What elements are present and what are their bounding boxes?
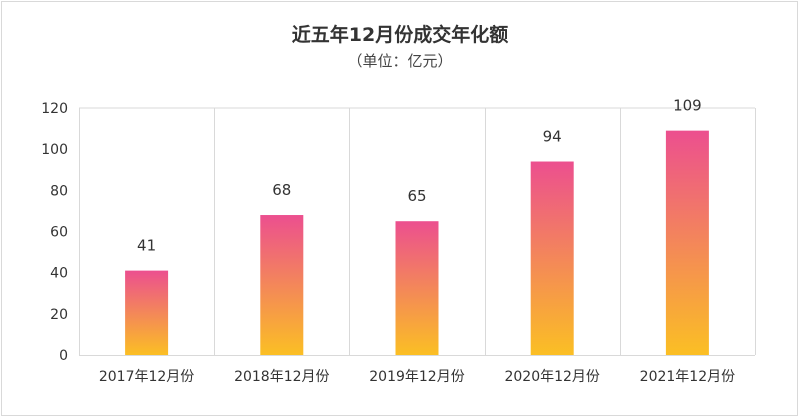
chart-subtitle: （单位：亿元）: [347, 52, 453, 70]
bar: [530, 161, 574, 355]
y-tick-label: 100: [41, 142, 68, 158]
data-label: 68: [272, 181, 291, 199]
x-category-label: 2020年12月份: [504, 369, 599, 385]
x-category-label: 2019年12月份: [369, 369, 464, 385]
y-tick-label: 0: [59, 348, 68, 364]
y-tick-label: 40: [50, 266, 68, 282]
data-label: 65: [407, 187, 426, 205]
x-axis-categories: 2017年12月份 2018年12月份 2019年12月份 2020年12月份 2021…: [99, 369, 735, 385]
data-label: 94: [543, 128, 562, 146]
y-tick-label: 20: [50, 307, 68, 323]
x-category-label: 2018年12月份: [234, 369, 329, 385]
bar: [665, 130, 709, 355]
grid-lines: [79, 107, 756, 356]
data-label: 41: [137, 237, 156, 255]
bar: [260, 215, 304, 355]
y-tick-label: 80: [50, 183, 68, 199]
x-category-label: 2021年12月份: [640, 369, 735, 385]
data-label: 109: [673, 97, 702, 115]
x-category-label: 2017年12月份: [99, 369, 194, 385]
bar: [125, 270, 169, 355]
bar: [395, 221, 439, 355]
bars: [125, 130, 709, 355]
data-labels: 41 68 65 94 109: [137, 97, 702, 255]
y-tick-label: 120: [41, 101, 68, 117]
chart-title: 近五年12月份成交年化额: [291, 24, 509, 46]
y-axis-ticks: 0 20 40 60 80 100 120: [41, 101, 68, 364]
y-tick-label: 60: [50, 225, 68, 241]
